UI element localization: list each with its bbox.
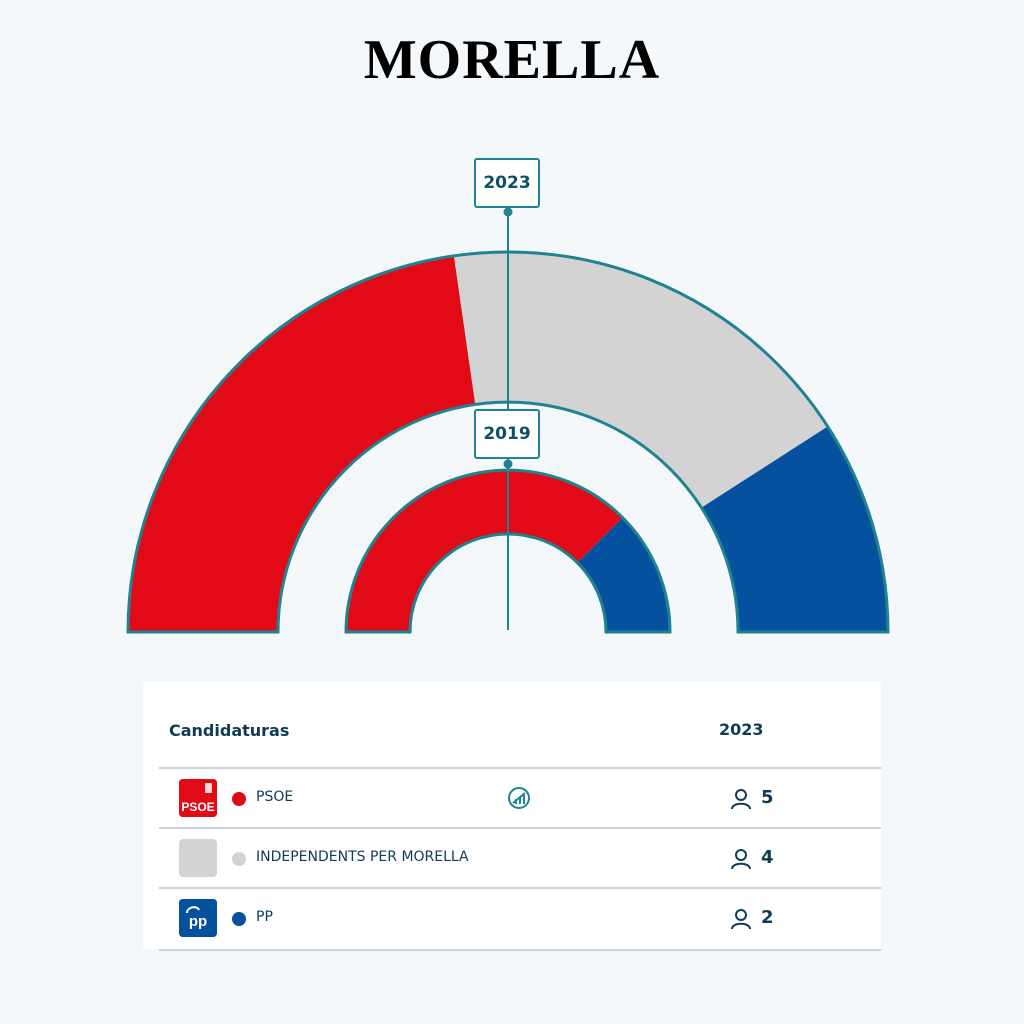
- ring-outline-2023: [126, 250, 890, 634]
- marker-dot-2019: [503, 459, 513, 469]
- page-title: MORELLA: [363, 29, 661, 91]
- marker-dot-2023: [503, 207, 513, 217]
- party-name-independents: INDEPENDENTS PER MORELLA: [256, 849, 469, 865]
- psoe-logo-graphic: PSOE: [179, 779, 217, 817]
- trend-icon[interactable]: [507, 786, 531, 810]
- results-table: Candidaturas 2023 PSOE PSOE: [143, 681, 881, 951]
- seat-segment-2023-independents-per-morella[interactable]: [453, 252, 828, 508]
- ring-outline-2019: [344, 468, 672, 634]
- psoe-logo: PSOE: [179, 779, 217, 817]
- seat-count-psoe: 5: [761, 787, 774, 808]
- seat-segment-2019-pp[interactable]: [577, 517, 670, 632]
- table-header: Candidaturas 2023: [143, 681, 881, 767]
- header-candidaturas: Candidaturas: [169, 721, 290, 740]
- legend-dot-independents: [232, 852, 246, 866]
- seat-segment-2019-psoe[interactable]: [346, 470, 623, 632]
- table-row-independents[interactable]: INDEPENDENTS PER MORELLA 4: [159, 827, 881, 889]
- pp-logo-graphic: pp: [179, 899, 217, 937]
- table-row-pp[interactable]: pp PP 2: [159, 887, 881, 951]
- seat-count-pp: 2: [761, 907, 774, 928]
- seat-count-independents: 4: [761, 847, 774, 868]
- legend-dot-psoe: [232, 792, 246, 806]
- svg-text:PSOE: PSOE: [181, 800, 214, 814]
- pp-logo: pp: [179, 899, 217, 937]
- header-year: 2023: [719, 720, 764, 739]
- ring-label-2019: 2019: [474, 409, 540, 459]
- party-name-pp: PP: [256, 909, 273, 925]
- ring-label-2023: 2023: [474, 158, 540, 208]
- user-icon: [731, 909, 751, 930]
- hemicycle-chart: [126, 207, 890, 634]
- seat-segment-2023-psoe[interactable]: [128, 255, 476, 632]
- independents-logo: [179, 839, 217, 877]
- svg-text:pp: pp: [189, 913, 207, 930]
- table-row-psoe[interactable]: PSOE PSOE 5: [159, 767, 881, 829]
- party-name-psoe: PSOE: [256, 789, 294, 805]
- user-icon: [731, 789, 751, 810]
- seat-segment-2023-pp[interactable]: [701, 426, 888, 632]
- legend-dot-pp: [232, 912, 246, 926]
- user-icon: [731, 849, 751, 870]
